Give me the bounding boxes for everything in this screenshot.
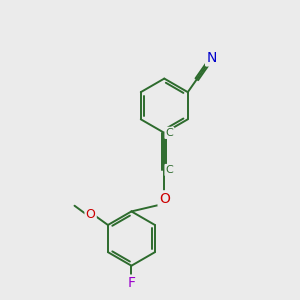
Text: C: C	[166, 128, 173, 138]
Text: N: N	[206, 51, 217, 65]
Text: C: C	[166, 165, 173, 175]
Text: F: F	[128, 276, 135, 290]
Text: O: O	[86, 208, 95, 221]
Text: O: O	[159, 192, 170, 206]
